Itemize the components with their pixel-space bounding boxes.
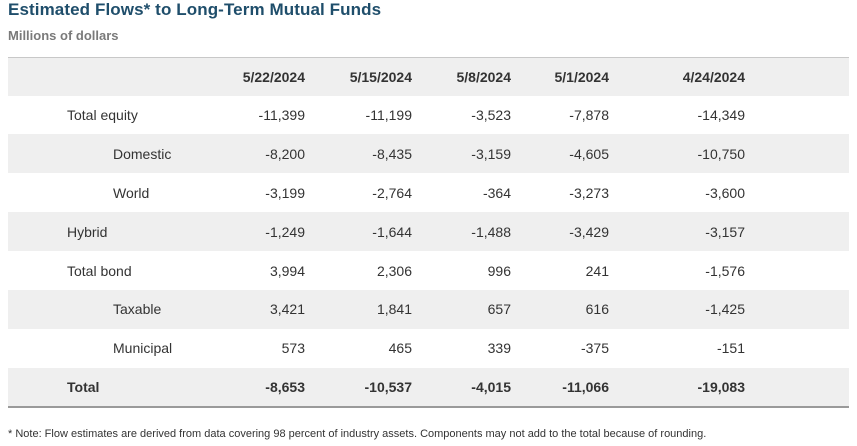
header-row: 5/22/2024 5/15/2024 5/8/2024 5/1/2024 4/… [8, 57, 849, 96]
table-cell: 573 [281, 340, 305, 357]
table-row: Total equity -11,399 -11,199 -3,523 -7,8… [8, 96, 849, 135]
table-cell: -1,425 [705, 301, 745, 318]
table-cell: -3,273 [569, 184, 609, 201]
footnote: * Note: Flow estimates are derived from … [8, 428, 707, 440]
table-cell: -1,576 [705, 262, 745, 279]
row-label: Total bond [67, 262, 132, 279]
column-header: 5/1/2024 [554, 68, 610, 85]
row-label: Hybrid [67, 223, 108, 240]
header-label-cell [8, 58, 212, 96]
table-cell: 339 [487, 340, 511, 357]
spacer-cell [745, 212, 849, 251]
column-header: 5/22/2024 [242, 68, 305, 85]
row-label: World [113, 184, 150, 201]
table-row: World -3,199 -2,764 -364 -3,273 -3,600 [8, 173, 849, 212]
table-cell: -1,644 [372, 223, 412, 240]
flows-table: 5/22/2024 5/15/2024 5/8/2024 5/1/2024 4/… [8, 57, 849, 408]
column-header: 4/24/2024 [682, 68, 745, 85]
table-cell: -151 [716, 340, 745, 357]
table-row: Total bond 3,994 2,306 996 241 -1,576 [8, 251, 849, 290]
table-cell: -4,015 [471, 378, 511, 395]
table-cell: -3,199 [265, 184, 305, 201]
table-cell: -8,200 [265, 145, 305, 162]
column-header: 5/15/2024 [349, 68, 412, 85]
table-cell: -10,750 [697, 145, 745, 162]
flows-table-container: 5/22/2024 5/15/2024 5/8/2024 5/1/2024 4/… [8, 57, 849, 408]
table-row: Hybrid -1,249 -1,644 -1,488 -3,429 -3,15… [8, 212, 849, 252]
table-cell: -10,537 [364, 378, 412, 395]
spacer-cell [745, 96, 849, 135]
spacer-cell [745, 290, 849, 329]
table-cell: 2,306 [376, 262, 412, 279]
table-cell: 241 [585, 262, 609, 279]
table-cell: 3,994 [269, 262, 305, 279]
table-row: Municipal 573 465 339 -375 -151 [8, 329, 849, 368]
table-cell: -3,157 [705, 223, 745, 240]
table-cell: 3,421 [269, 301, 305, 318]
table-cell: -3,600 [705, 184, 745, 201]
row-label: Domestic [113, 145, 172, 162]
spacer-cell [745, 368, 849, 407]
spacer-cell [745, 251, 849, 290]
table-cell: -11,399 [258, 106, 305, 123]
table-cell: -8,435 [372, 145, 412, 162]
table-cell: -11,066 [562, 378, 609, 395]
table-cell: -3,159 [471, 145, 511, 162]
spacer-cell [745, 134, 849, 173]
table-cell: -11,199 [365, 106, 412, 123]
table-cell: -3,429 [569, 223, 609, 240]
table-cell: -8,653 [265, 378, 305, 395]
table-cell: -1,249 [265, 223, 305, 240]
spacer-cell [745, 329, 849, 368]
table-cell: 657 [487, 301, 511, 318]
column-header: 5/8/2024 [456, 68, 512, 85]
table-cell: 616 [585, 301, 609, 318]
table-cell: -375 [580, 340, 609, 357]
table-cell: -1,488 [471, 223, 511, 240]
table-cell: -364 [482, 184, 511, 201]
table-cell: -2,764 [372, 184, 412, 201]
table-cell: 1,841 [376, 301, 412, 318]
table-cell: -7,878 [569, 106, 609, 123]
table-body: Total equity -11,399 -11,199 -3,523 -7,8… [8, 96, 849, 407]
table-title: Estimated Flows* to Long-Term Mutual Fun… [8, 0, 382, 19]
table-cell: 996 [487, 262, 511, 279]
table-subtitle: Millions of dollars [8, 28, 119, 43]
table-cell: -19,083 [697, 378, 745, 395]
table-cell: -3,523 [471, 106, 511, 123]
total-row: Total -8,653 -10,537 -4,015 -11,066 -19,… [8, 367, 849, 407]
table-row: Domestic -8,200 -8,435 -3,159 -4,605 -10… [8, 134, 849, 174]
table-header: 5/22/2024 5/15/2024 5/8/2024 5/1/2024 4/… [8, 57, 849, 96]
table-row: Taxable 3,421 1,841 657 616 -1,425 [8, 289, 849, 329]
row-label: Total equity [67, 106, 138, 123]
row-label: Total [67, 378, 100, 395]
header-spacer-cell [745, 58, 849, 96]
row-label: Municipal [113, 340, 173, 357]
table-cell: -14,349 [697, 106, 745, 123]
table-cell: 465 [388, 340, 412, 357]
spacer-cell [745, 173, 849, 212]
row-label: Taxable [113, 301, 162, 318]
table-cell: -4,605 [569, 145, 609, 162]
